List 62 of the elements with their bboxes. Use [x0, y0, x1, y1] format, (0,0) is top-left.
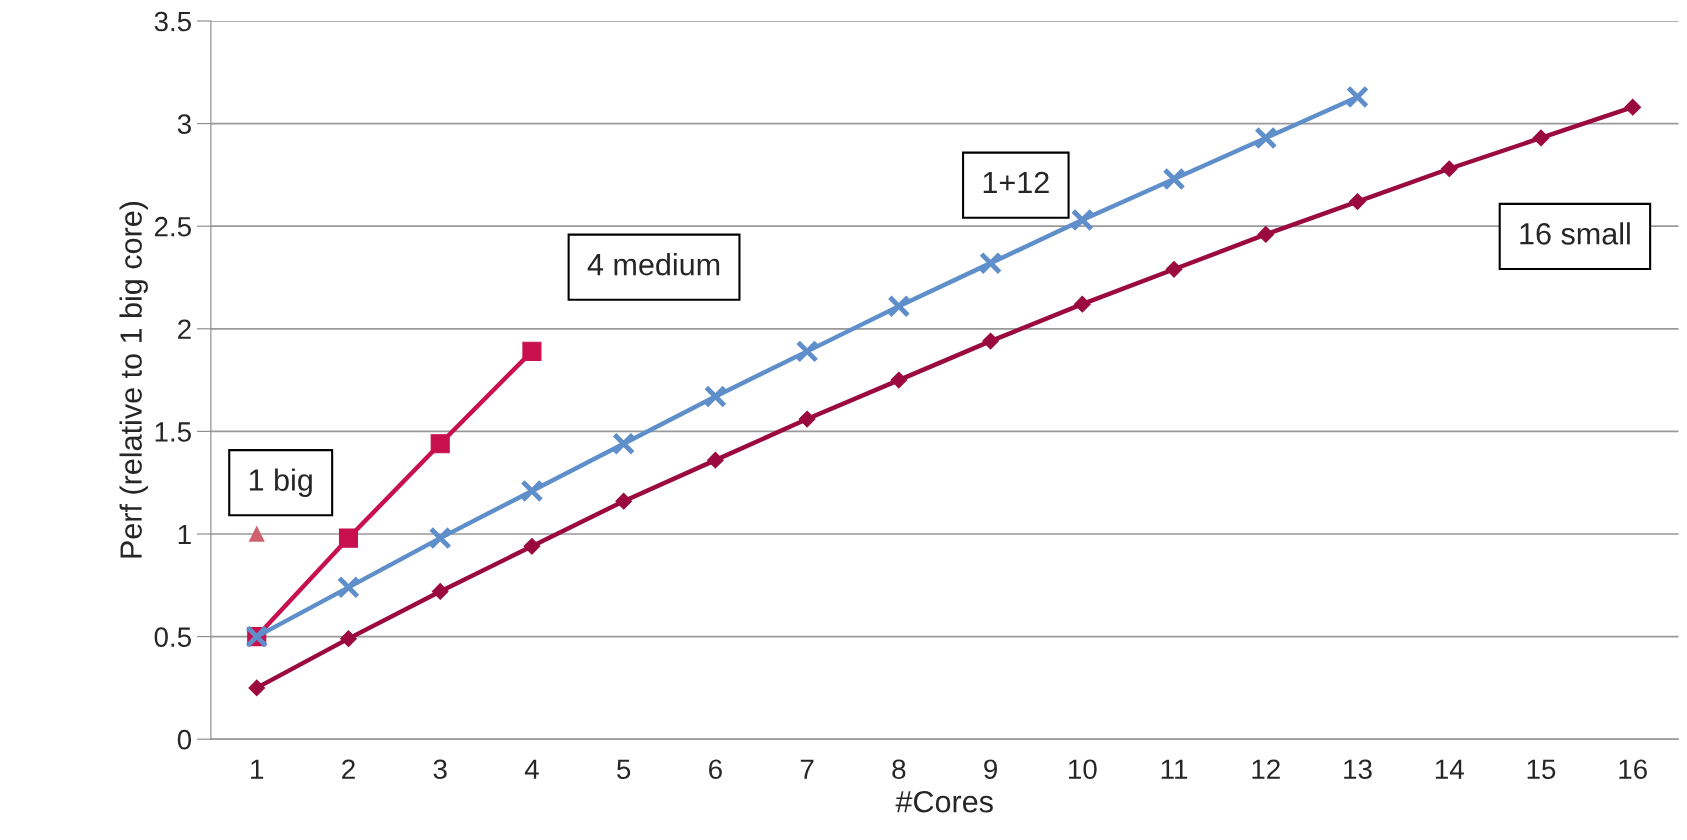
text: 4 medium: [587, 253, 720, 276]
y-tick-label: 2.5: [154, 216, 191, 237]
point: [431, 583, 449, 600]
point: [249, 526, 265, 542]
point: [248, 679, 266, 697]
x-tick-label: 11: [1161, 759, 1188, 779]
x-tick-label: 16: [1619, 759, 1647, 780]
point: [979, 251, 1003, 275]
x-tick-label: 1: [251, 759, 264, 779]
point: [1162, 167, 1186, 191]
point: [1346, 85, 1369, 109]
x-axis-title: #Cores: [895, 790, 993, 813]
point: [430, 434, 450, 454]
point: [982, 332, 999, 350]
x-tick-label: 7: [800, 759, 814, 779]
point: [1624, 98, 1642, 116]
y-tick-label: 3: [177, 114, 191, 134]
point: [1440, 160, 1458, 178]
point: [703, 385, 727, 408]
point: [1349, 193, 1366, 210]
x-tick-label: 5: [617, 759, 631, 780]
point: [1073, 295, 1091, 313]
x-tick-label: 2: [342, 759, 355, 779]
y-axis-title: Perf (relative to 1 big core): [119, 201, 148, 558]
y-tick-label: 3.5: [154, 11, 191, 32]
point: [520, 479, 544, 503]
point: [1165, 260, 1183, 278]
point: [523, 537, 541, 555]
point: [1532, 129, 1550, 147]
point: [337, 575, 360, 599]
point: [522, 341, 542, 361]
point: [340, 630, 357, 648]
x-tick-label: 13: [1344, 759, 1372, 780]
x-tick-label: 14: [1435, 759, 1464, 779]
point: [338, 528, 359, 548]
y-tick-label: 1.5: [155, 422, 191, 442]
point: [428, 526, 452, 550]
point: [887, 294, 911, 318]
y-tick-label: 2: [178, 319, 191, 339]
point: [1257, 226, 1275, 243]
point: [1070, 208, 1094, 232]
y-tick-label: 0: [177, 729, 192, 750]
y-tick-label: 0.5: [154, 627, 191, 647]
point: [612, 432, 636, 456]
series-label: 1 big: [249, 468, 312, 497]
point: [890, 371, 908, 389]
point: [707, 451, 724, 469]
x-tick-label: 8: [892, 759, 906, 780]
x-tick-label: 3: [433, 759, 447, 780]
x-tick-label: 9: [984, 759, 997, 780]
y-tick-label: 1: [178, 524, 191, 545]
x-tick-label: 12: [1252, 759, 1280, 779]
point: [795, 339, 819, 363]
x-tick-label: 6: [709, 759, 722, 780]
point: [615, 492, 633, 510]
x-tick-label: 15: [1527, 759, 1556, 780]
point: [798, 410, 816, 428]
point: [1254, 126, 1278, 150]
x-tick-label: 4: [524, 759, 539, 779]
text: 16 small: [1520, 222, 1630, 245]
series-label: 1+12: [983, 171, 1049, 194]
x-tick-label: 10: [1068, 759, 1097, 780]
